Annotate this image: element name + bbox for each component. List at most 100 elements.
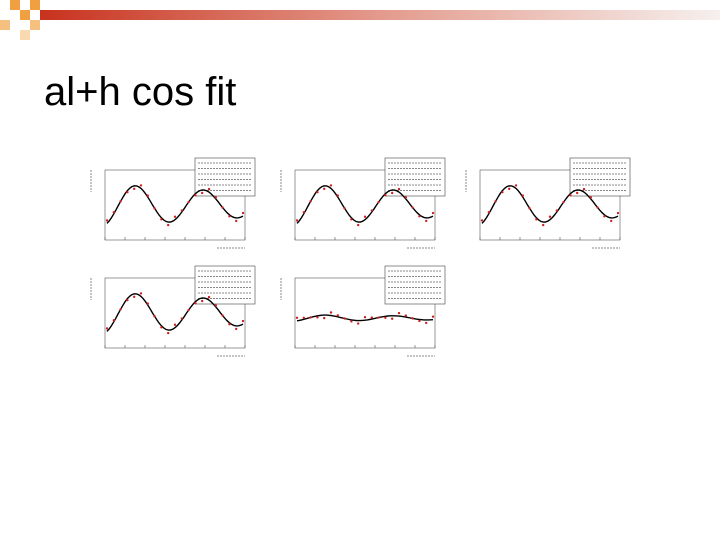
- data-point: [153, 207, 156, 210]
- data-point: [411, 206, 414, 209]
- data-point: [521, 194, 524, 197]
- data-point: [214, 304, 217, 307]
- data-point: [480, 219, 484, 222]
- data-point: [336, 314, 339, 317]
- data-point: [160, 326, 163, 329]
- data-point: [404, 314, 407, 317]
- data-point: [295, 219, 299, 222]
- data-point: [425, 321, 428, 325]
- data-point: [555, 209, 558, 212]
- plot-frame: [104, 169, 246, 241]
- data-point: [363, 215, 367, 218]
- data-point: [105, 327, 109, 330]
- data-point: [105, 219, 109, 222]
- deco-square: [30, 20, 40, 30]
- deco-square: [0, 20, 10, 30]
- data-point: [187, 308, 190, 312]
- data-point: [302, 316, 305, 320]
- data-point: [126, 190, 129, 194]
- plot-frame: [294, 169, 436, 241]
- data-point: [329, 184, 333, 187]
- data-point: [350, 320, 353, 323]
- data-point: [350, 218, 353, 221]
- data-point: [501, 190, 504, 194]
- data-point: [207, 295, 211, 299]
- data-point: [139, 184, 143, 187]
- data-point: [596, 206, 599, 209]
- data-point: [194, 194, 197, 197]
- data-point: [404, 196, 407, 199]
- data-point: [201, 299, 204, 303]
- data-point: [418, 215, 421, 218]
- data-point: [323, 316, 326, 320]
- data-point: [329, 311, 333, 314]
- data-point: [411, 317, 414, 320]
- data-point: [357, 322, 360, 325]
- data-point: [397, 187, 401, 191]
- fit-plot: [90, 265, 256, 357]
- data-point: [576, 191, 579, 195]
- data-point: [309, 316, 312, 319]
- stats-box: [384, 265, 446, 305]
- data-point: [616, 211, 620, 215]
- data-point: [241, 319, 245, 323]
- data-point: [153, 315, 156, 318]
- data-point: [494, 200, 497, 203]
- data-point: [418, 319, 421, 323]
- data-point: [180, 209, 183, 212]
- data-point: [221, 314, 224, 317]
- data-point: [214, 196, 217, 199]
- data-point: [431, 315, 435, 318]
- data-point: [194, 302, 197, 305]
- data-point: [377, 316, 380, 319]
- data-point: [370, 316, 373, 319]
- data-point: [542, 223, 545, 227]
- plot-frame: [294, 277, 436, 349]
- data-point: [146, 302, 149, 305]
- slide-title: al+h cos fit: [44, 70, 237, 114]
- data-point: [323, 187, 326, 191]
- data-point: [119, 308, 122, 311]
- header-bar: [40, 10, 720, 20]
- deco-square: [20, 30, 30, 40]
- data-point: [384, 194, 387, 197]
- data-point: [146, 194, 149, 197]
- data-point: [603, 215, 606, 218]
- data-point: [528, 207, 531, 210]
- data-point: [295, 316, 299, 319]
- fit-plot: [90, 157, 256, 249]
- fit-plot: [280, 157, 446, 249]
- data-point: [357, 223, 360, 227]
- data-point: [235, 327, 238, 331]
- data-point: [139, 292, 143, 295]
- data-point: [589, 196, 592, 199]
- fit-curve: [106, 293, 244, 332]
- data-point: [119, 200, 122, 203]
- data-point: [363, 316, 367, 319]
- data-point: [316, 316, 319, 319]
- deco-square: [30, 0, 40, 10]
- plot-frame: [104, 277, 246, 349]
- data-point: [535, 218, 538, 221]
- data-point: [508, 187, 511, 191]
- data-point: [133, 295, 136, 299]
- data-point: [228, 215, 231, 218]
- data-point: [173, 215, 177, 218]
- data-point: [221, 206, 224, 209]
- data-point: [425, 219, 428, 223]
- deco-square: [10, 0, 20, 10]
- data-point: [384, 316, 387, 320]
- data-point: [302, 211, 305, 214]
- data-point: [514, 184, 518, 187]
- data-point: [316, 190, 319, 194]
- fit-curve: [296, 314, 434, 322]
- data-point: [610, 219, 613, 223]
- data-point: [343, 317, 346, 320]
- data-point: [187, 200, 190, 204]
- data-point: [370, 209, 373, 212]
- data-point: [241, 211, 245, 215]
- fit-curve: [296, 185, 434, 224]
- data-point: [133, 187, 136, 191]
- data-point: [569, 194, 572, 197]
